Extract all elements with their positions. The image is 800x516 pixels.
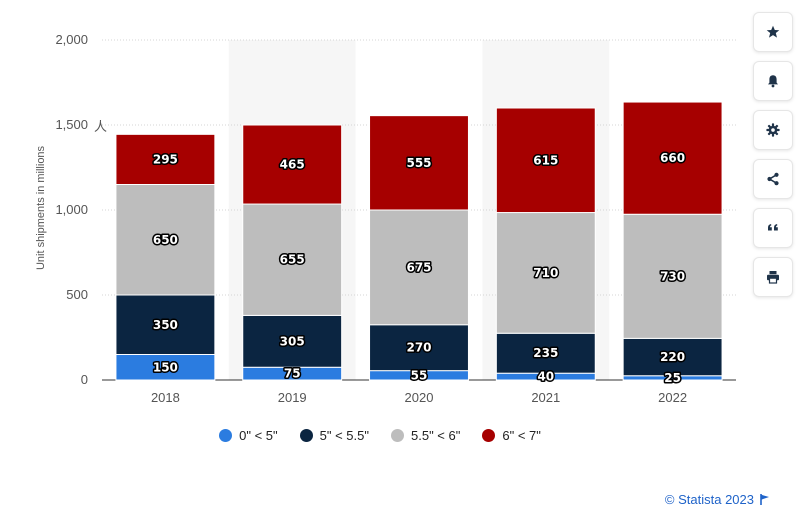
bar-segment[interactable] (115, 294, 216, 355)
bar-segment[interactable] (115, 133, 216, 186)
legend-marker (299, 429, 313, 442)
quote-icon (768, 224, 778, 231)
y-tick-label: 1,500 (55, 117, 88, 132)
x-tick-label: 2019 (278, 390, 307, 405)
bar-segment[interactable] (242, 203, 343, 316)
y-tick-label: 2,000 (55, 32, 88, 47)
bar-segment[interactable] (622, 213, 723, 339)
bar-segment[interactable] (369, 115, 469, 211)
bar-segment[interactable] (115, 354, 216, 381)
legend-marker (219, 429, 233, 442)
legend-item[interactable]: 6" < 7" (482, 428, 541, 443)
bar-value-label: 55 (411, 368, 428, 382)
bar-value-label: 270 (406, 341, 431, 355)
notification-button[interactable] (753, 61, 793, 101)
legend-label: 5" < 5.5" (319, 428, 369, 443)
bar-value-label: 710 (533, 266, 558, 280)
legend-label: 5.5" < 6" (411, 428, 461, 443)
x-axis: 2018 2019 2020 2021 2022 (151, 390, 687, 405)
favorite-button[interactable] (753, 12, 793, 52)
bar-value-label: 75 (284, 367, 301, 381)
bar-value-label: 615 (533, 153, 558, 167)
bar-segment[interactable] (369, 209, 469, 326)
y-tick-label: 1,000 (55, 202, 88, 217)
x-tick-label: 2022 (658, 390, 687, 405)
credit-text: © Statista 2023 (664, 492, 754, 507)
bars (115, 101, 723, 381)
bar-value-label: 40 (537, 370, 554, 384)
legend-marker (482, 429, 496, 442)
bar-value-label: 305 (280, 334, 305, 348)
bell-icon (768, 75, 778, 88)
y-axis-label: Unit shipments in millions (35, 145, 47, 270)
bar-segment[interactable] (622, 101, 723, 215)
star-icon (766, 25, 780, 38)
y-tick-label: 0 (81, 372, 88, 387)
bar-value-label: 655 (280, 253, 305, 267)
legend-marker (391, 429, 404, 442)
bar-value-label: 25 (664, 371, 681, 385)
y-axis: 0 500 1,000 1,500 2,000 (55, 32, 88, 387)
bar-value-label: 295 (153, 152, 178, 166)
gear-icon (766, 123, 780, 137)
svg-text:人: 人 (94, 119, 107, 134)
bar-segment[interactable] (242, 124, 343, 205)
print-icon (767, 271, 779, 284)
bar-value-label: 220 (660, 350, 685, 364)
toolbar (753, 12, 793, 306)
bar-labels: 150 350 650 295 75 305 655 465 55 270 675 555 40 235 7… (151, 150, 686, 387)
bar-value-label: 350 (153, 318, 178, 332)
x-tick-label: 2020 (405, 390, 434, 405)
legend: 0" < 5" 5" < 5.5" 5.5" < 6" 6" < 7" (0, 428, 760, 443)
settings-button[interactable] (753, 110, 793, 150)
x-tick-label: 2021 (531, 390, 560, 405)
legend-item[interactable]: 5" < 5.5" (299, 428, 369, 443)
share-icon (767, 172, 779, 186)
y-tick-label: 500 (66, 287, 88, 302)
bar-segment[interactable] (115, 184, 216, 296)
bar-value-label: 730 (660, 269, 685, 283)
x-tick-label: 2018 (151, 390, 180, 405)
bar-value-label: 555 (406, 156, 431, 170)
bar-segment[interactable] (622, 337, 723, 377)
legend-item[interactable]: 5.5" < 6" (391, 428, 460, 443)
share-button[interactable] (753, 159, 793, 199)
flag-icon (760, 494, 769, 505)
bar-value-label: 465 (280, 158, 305, 172)
bar-value-label: 675 (406, 260, 431, 274)
bar-segment[interactable] (495, 107, 596, 214)
statista-credit-link[interactable]: © Statista 2023 (665, 492, 770, 507)
bar-value-label: 660 (660, 151, 685, 165)
legend-label: 0" < 5" (239, 428, 278, 443)
bar-segment[interactable] (369, 324, 469, 372)
cite-button[interactable] (753, 208, 793, 248)
bar-value-label: 235 (533, 346, 558, 360)
bar-value-label: 650 (153, 233, 178, 247)
legend-item[interactable]: 0" < 5" (219, 428, 278, 443)
print-button[interactable] (753, 257, 793, 297)
chart-watermark-icon: 人 (94, 119, 107, 134)
legend-label: 6" < 7" (502, 428, 541, 443)
bar-value-label: 150 (153, 360, 178, 374)
